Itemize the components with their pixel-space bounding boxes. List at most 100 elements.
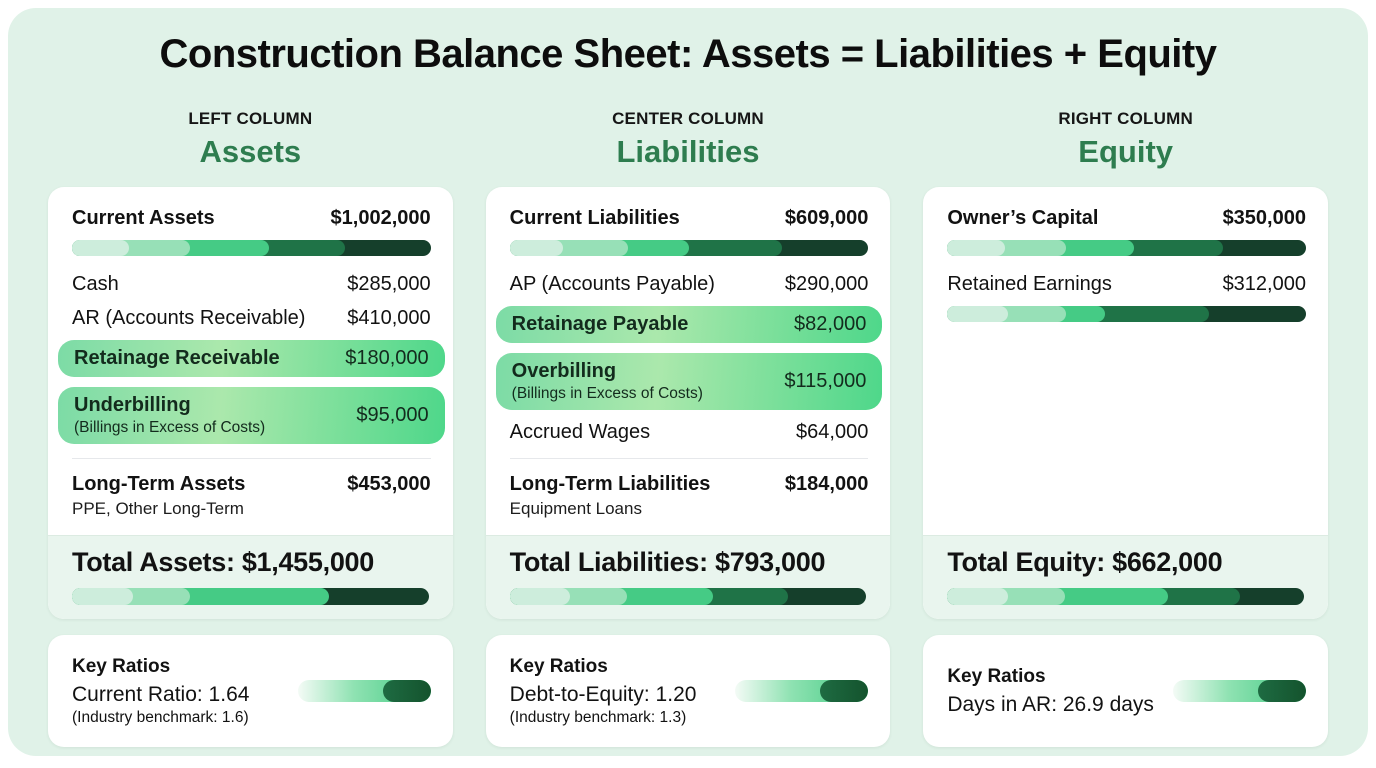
total-equity-label: Total Equity: $662,000 <box>947 547 1223 577</box>
highlighted-row-text: Overbilling (Billings in Excess of Costs) <box>512 359 703 404</box>
row-label: AP (Accounts Payable) <box>509 273 715 295</box>
row-label: Current Liabilities <box>509 207 680 229</box>
row-value: $1,002,000 <box>330 207 431 229</box>
total-liabilities-section: Total Liabilities: $793,000 <box>485 535 891 619</box>
value-bar <box>72 240 431 256</box>
column-liabilities: CENTER COLUMN Liabilities Current Liabil… <box>485 109 891 747</box>
liabilities-card: Current Liabilities $609,000 AP (Accounts … <box>485 187 891 619</box>
line-item-row: AR (Accounts Receivable) $410,000 <box>72 307 431 330</box>
bar-segment <box>509 240 564 256</box>
column-equity: RIGHT COLUMN Equity Owner’s Capital $350,… <box>923 109 1328 747</box>
row-divider <box>509 457 869 459</box>
row-subtext: PPE, Other Long-Term <box>72 498 244 518</box>
row-label: Current Assets <box>72 207 215 229</box>
row-value: $115,000 <box>784 369 867 392</box>
value-bar <box>947 306 1306 322</box>
value-bar <box>72 588 429 605</box>
equity-card-body: Owner’s Capital $350,000 Retained Earnings… <box>923 187 1328 535</box>
ratio-bar <box>297 680 431 702</box>
ratio-title: Key Ratios <box>509 655 608 677</box>
column-heading: Liabilities <box>616 134 760 169</box>
liabilities-card-body: Current Liabilities $609,000 AP (Accounts … <box>486 187 891 535</box>
row-value: $350,000 <box>1222 207 1306 229</box>
row-label: Owner’s Capital <box>947 207 1099 229</box>
row-label: AR (Accounts Receivable) <box>72 307 306 329</box>
bar-segment <box>947 240 1005 256</box>
bar-segment <box>509 588 571 605</box>
assets-card-body: Current Assets $1,002,000 Cash $285,000 AR (… <box>48 187 453 535</box>
section-header-row: Current Assets $1,002,000 <box>72 207 431 230</box>
assets-card: Current Assets $1,002,000 Cash $285,000 AR (… <box>48 187 453 619</box>
ratio-bar <box>1172 680 1306 702</box>
row-value: $82,000 <box>794 313 867 335</box>
column-kicker: LEFT COLUMN <box>188 109 313 128</box>
line-item-row: Long-Term Assets PPE, Other Long-Term $453… <box>72 473 431 519</box>
ratio-title: Key Ratios <box>72 655 171 677</box>
value-bar <box>947 240 1306 256</box>
bar-segment <box>947 306 1009 322</box>
ratio-bar-dark-cap <box>1258 680 1306 702</box>
value-bar <box>509 240 869 256</box>
liabilities-ratio-card: Key Ratios Debt-to-Equity: 1.20 (Industr… <box>485 635 891 747</box>
line-item-row: Retained Earnings $312,000 <box>947 273 1306 296</box>
assets-ratio-card: Key Ratios Current Ratio: 1.64 (Industry… <box>48 635 453 747</box>
row-label: Underbilling <box>74 394 191 416</box>
row-label: Cash <box>72 273 119 295</box>
subheader-text: Long-Term Liabilities Equipment Loans <box>510 473 711 519</box>
row-value: $312,000 <box>1222 273 1306 295</box>
equity-ratio-card: Key Ratios Days in AR: 26.9 days <box>923 635 1328 747</box>
ratio-title: Key Ratios <box>947 665 1046 687</box>
row-subtext: (Billings in Excess of Costs) <box>74 419 266 436</box>
equity-card: Owner’s Capital $350,000 Retained Earnings… <box>923 187 1328 619</box>
column-kicker: RIGHT COLUMN <box>1058 109 1193 128</box>
column-kicker: CENTER COLUMN <box>612 109 764 128</box>
balance-sheet-panel: Construction Balance Sheet: Assets = Lia… <box>8 8 1368 756</box>
bar-segment <box>72 240 130 256</box>
row-label: Retainage Payable <box>511 313 689 335</box>
highlighted-row: Overbilling (Billings in Excess of Costs)… <box>495 353 883 410</box>
row-value: $184,000 <box>784 472 869 495</box>
column-assets: LEFT COLUMN Assets Current Assets $1,002,… <box>48 109 453 747</box>
total-assets-label: Total Assets: $1,455,000 <box>72 547 374 577</box>
value-bar <box>947 588 1304 605</box>
bar-segment <box>947 588 1008 605</box>
highlighted-row: Retainage Payable $82,000 <box>495 306 883 343</box>
highlighted-row: Underbilling (Billings in Excess of Costs… <box>58 387 445 444</box>
row-label: Retained Earnings <box>947 273 1112 295</box>
ratio-bar-dark-cap <box>382 680 431 702</box>
columns-grid: LEFT COLUMN Assets Current Assets $1,002,… <box>8 109 1368 747</box>
row-divider <box>72 457 431 459</box>
row-label: Long-Term Liabilities <box>509 472 711 495</box>
ratio-benchmark: (Industry benchmark: 1.6) <box>72 708 249 726</box>
row-value: $180,000 <box>345 347 429 369</box>
row-label: Long-Term Assets <box>72 472 246 495</box>
bar-segment <box>72 588 133 605</box>
row-value: $609,000 <box>784 207 869 229</box>
row-label: Retainage Receivable <box>74 347 280 369</box>
row-value: $95,000 <box>356 403 429 426</box>
row-label: Accrued Wages <box>509 420 651 443</box>
line-item-row: Long-Term Liabilities Equipment Loans $184… <box>510 473 869 519</box>
row-value: $290,000 <box>784 273 869 295</box>
ratio-bar <box>735 680 869 702</box>
row-value: $64,000 <box>796 420 869 443</box>
section-header-row: Owner’s Capital $350,000 <box>947 207 1306 230</box>
page-title: Construction Balance Sheet: Assets = Lia… <box>159 32 1217 76</box>
row-value: $453,000 <box>347 472 431 495</box>
row-subtext: (Billings in Excess of Costs) <box>511 385 703 402</box>
row-label: Overbilling <box>511 360 617 382</box>
value-bar <box>509 588 867 605</box>
subheader-text: Long-Term Assets PPE, Other Long-Term <box>72 473 245 519</box>
row-value: $285,000 <box>347 273 431 295</box>
highlighted-row-text: Retainage Receivable <box>74 346 280 371</box>
highlighted-row: Retainage Receivable $180,000 <box>58 340 445 377</box>
total-assets-section: Total Assets: $1,455,000 <box>48 535 453 619</box>
ratio-benchmark: (Industry benchmark: 1.3) <box>509 708 687 726</box>
ratio-value: Days in AR: 26.9 days <box>947 692 1154 716</box>
line-item-row: Accrued Wages $64,000 <box>510 421 869 444</box>
line-item-row: Cash $285,000 <box>72 273 431 296</box>
total-liabilities-label: Total Liabilities: $793,000 <box>509 547 826 577</box>
highlighted-row-text: Retainage Payable <box>512 312 689 337</box>
ratio-value: Current Ratio: 1.64 <box>72 682 250 706</box>
ratio-bar-dark-cap <box>820 680 869 702</box>
